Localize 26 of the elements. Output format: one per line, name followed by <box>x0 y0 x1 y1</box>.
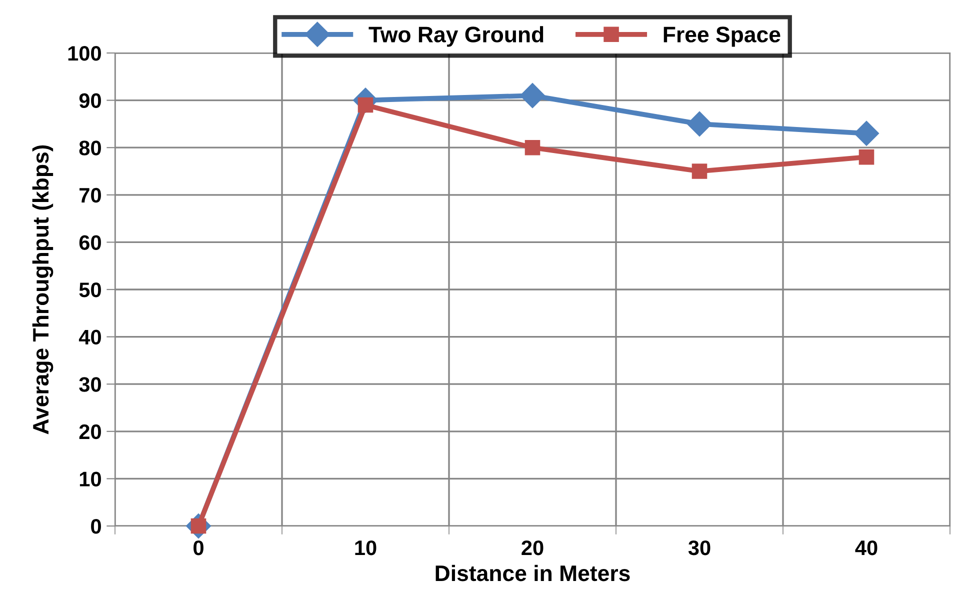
y-axis-title: Average Throughput (kbps) <box>32 145 54 434</box>
legend-label: Two Ray Ground <box>368 26 544 47</box>
x-tick-label: 30 <box>688 540 710 556</box>
y-tick-label: 70 <box>80 188 101 203</box>
y-tick-label: 20 <box>79 424 101 440</box>
y-tick-label: 100 <box>68 46 101 61</box>
y-tick-label: 30 <box>79 377 101 392</box>
x-tick-label: 10 <box>355 540 376 556</box>
point <box>858 149 874 165</box>
y-tick-label: 90 <box>79 93 101 108</box>
point <box>687 111 712 136</box>
point <box>520 83 545 108</box>
point <box>854 120 879 146</box>
y-tick-label: 80 <box>79 140 101 156</box>
y-tick-label: 10 <box>80 472 101 486</box>
legend-label: Free Space <box>664 26 780 47</box>
x-tick-label: 20 <box>522 540 544 556</box>
y-tick-label: 40 <box>78 330 101 345</box>
y-tick-label: 0 <box>91 519 101 534</box>
point <box>524 140 540 156</box>
point <box>692 164 708 179</box>
y-tick-label: 50 <box>79 282 101 298</box>
y-tick-label: 60 <box>79 235 101 250</box>
x-tick-label: 0 <box>194 540 204 556</box>
x-axis-title: Distance in Meters <box>436 564 630 582</box>
x-tick-label: 40 <box>855 540 878 556</box>
